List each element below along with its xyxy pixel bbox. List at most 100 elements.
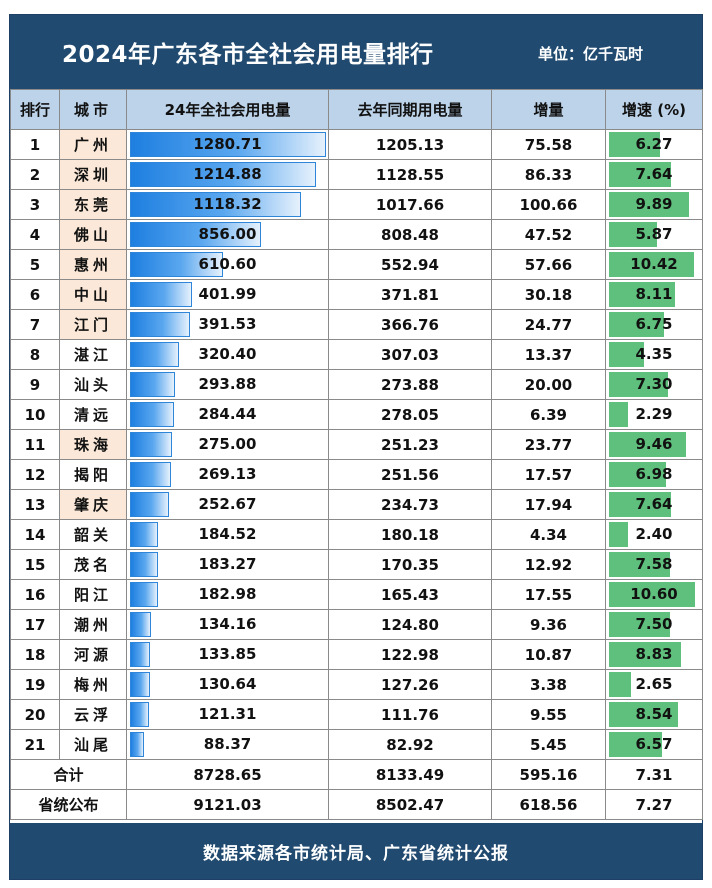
growth-bar [609,192,690,217]
table-row: 13 肇庆 252.67 234.73 17.94 7.64 [10,489,703,520]
prev-usage-cell: 251.23 [328,429,492,460]
prev-usage-cell: 180.18 [328,519,492,550]
page-title: 2024年广东各市全社会用电量排行 [62,42,434,68]
usage-bar [130,372,175,397]
growth-bar [609,372,669,397]
city-cell: 韶关 [59,519,127,550]
col-header-usage: 24年全社会用电量 [126,89,329,130]
growth-bar [609,342,645,367]
growth-bar [609,702,679,727]
growth-cell: 6.75 [605,309,703,340]
footer-bar: 数据来源各市统计局、广东省统计公报 [10,823,702,879]
growth-value: 8.83 [635,645,673,663]
growth-bar [609,492,671,517]
usage-cell: 391.53 [126,309,329,340]
growth-cell: 6.27 [605,129,703,160]
growth-cell: 6.98 [605,459,703,490]
growth-cell: 5.87 [605,219,703,250]
total-prev-value: 8133.49 [328,759,492,790]
rank-cell: 17 [10,609,60,640]
usage-value: 130.64 [198,675,257,693]
growth-value: 2.40 [635,525,673,543]
usage-value: 401.99 [198,285,257,303]
growth-bar [609,732,663,757]
usage-bar [130,702,149,727]
growth-value: 6.98 [635,465,673,483]
usage-bar [130,192,302,217]
usage-cell: 133.85 [126,639,329,670]
growth-cell: 7.58 [605,549,703,580]
total-prev-value: 8502.47 [328,789,492,820]
growth-cell: 7.64 [605,489,703,520]
usage-cell: 320.40 [126,339,329,370]
rank-cell: 21 [10,729,60,760]
usage-cell: 182.98 [126,579,329,610]
growth-bar [609,432,686,457]
usage-value: 134.16 [198,615,257,633]
usage-value: 133.85 [198,645,257,663]
total-row: 合计 8728.65 8133.49 595.16 7.31 [10,759,703,790]
delta-cell: 17.55 [491,579,606,610]
city-cell: 江门 [59,309,127,340]
delta-cell: 10.87 [491,639,606,670]
growth-bar [609,402,628,427]
growth-value: 6.75 [635,315,673,333]
prev-usage-cell: 124.80 [328,609,492,640]
city-cell: 佛山 [59,219,127,250]
delta-cell: 4.34 [491,519,606,550]
delta-cell: 5.45 [491,729,606,760]
growth-cell: 10.60 [605,579,703,610]
city-cell: 肇庆 [59,489,127,520]
rank-cell: 18 [10,639,60,670]
total-usage-value: 9121.03 [126,789,329,820]
prev-usage-cell: 371.81 [328,279,492,310]
city-cell: 惠州 [59,249,127,280]
usage-cell: 284.44 [126,399,329,430]
rank-cell: 12 [10,459,60,490]
rank-cell: 14 [10,519,60,550]
table-row: 6 中山 401.99 371.81 30.18 8.11 [10,279,703,310]
usage-value: 1118.32 [193,195,262,213]
table-row: 3 东莞 1118.32 1017.66 100.66 9.89 [10,189,703,220]
growth-cell: 9.89 [605,189,703,220]
growth-value: 7.50 [635,615,673,633]
prev-usage-cell: 122.98 [328,639,492,670]
delta-cell: 47.52 [491,219,606,250]
usage-value: 391.53 [198,315,257,333]
unit-label: 单位：亿千瓦时 [538,45,644,63]
prev-usage-cell: 1017.66 [328,189,492,220]
growth-value: 6.57 [635,735,673,753]
usage-cell: 88.37 [126,729,329,760]
usage-value: 1214.88 [193,165,262,183]
usage-bar [130,642,151,667]
usage-bar [130,252,224,277]
usage-bar [130,522,159,547]
rank-cell: 3 [10,189,60,220]
delta-cell: 86.33 [491,159,606,190]
growth-cell: 8.83 [605,639,703,670]
rank-cell: 19 [10,669,60,700]
prev-usage-cell: 234.73 [328,489,492,520]
rank-cell: 7 [10,309,60,340]
table-row: 20 云浮 121.31 111.76 9.55 8.54 [10,699,703,730]
table-body: 1 广州 1280.71 1205.13 75.58 6.27 2 深圳 1214.88 1128… [10,129,703,820]
growth-cell: 2.29 [605,399,703,430]
usage-cell: 1280.71 [126,129,329,160]
usage-bar [130,282,192,307]
growth-value: 6.27 [635,135,673,153]
prev-usage-cell: 307.03 [328,339,492,370]
growth-value: 10.60 [630,585,678,603]
prev-usage-cell: 278.05 [328,399,492,430]
prev-usage-cell: 1205.13 [328,129,492,160]
growth-cell: 8.54 [605,699,703,730]
usage-value: 1280.71 [193,135,262,153]
usage-value: 88.37 [203,735,252,753]
usage-bar [130,402,174,427]
growth-cell: 8.11 [605,279,703,310]
total-growth-value: 7.31 [605,759,703,790]
usage-value: 293.88 [198,375,257,393]
growth-value: 2.29 [635,405,673,423]
table-row: 2 深圳 1214.88 1128.55 86.33 7.64 [10,159,703,190]
delta-cell: 9.55 [491,699,606,730]
city-cell: 揭阳 [59,459,127,490]
